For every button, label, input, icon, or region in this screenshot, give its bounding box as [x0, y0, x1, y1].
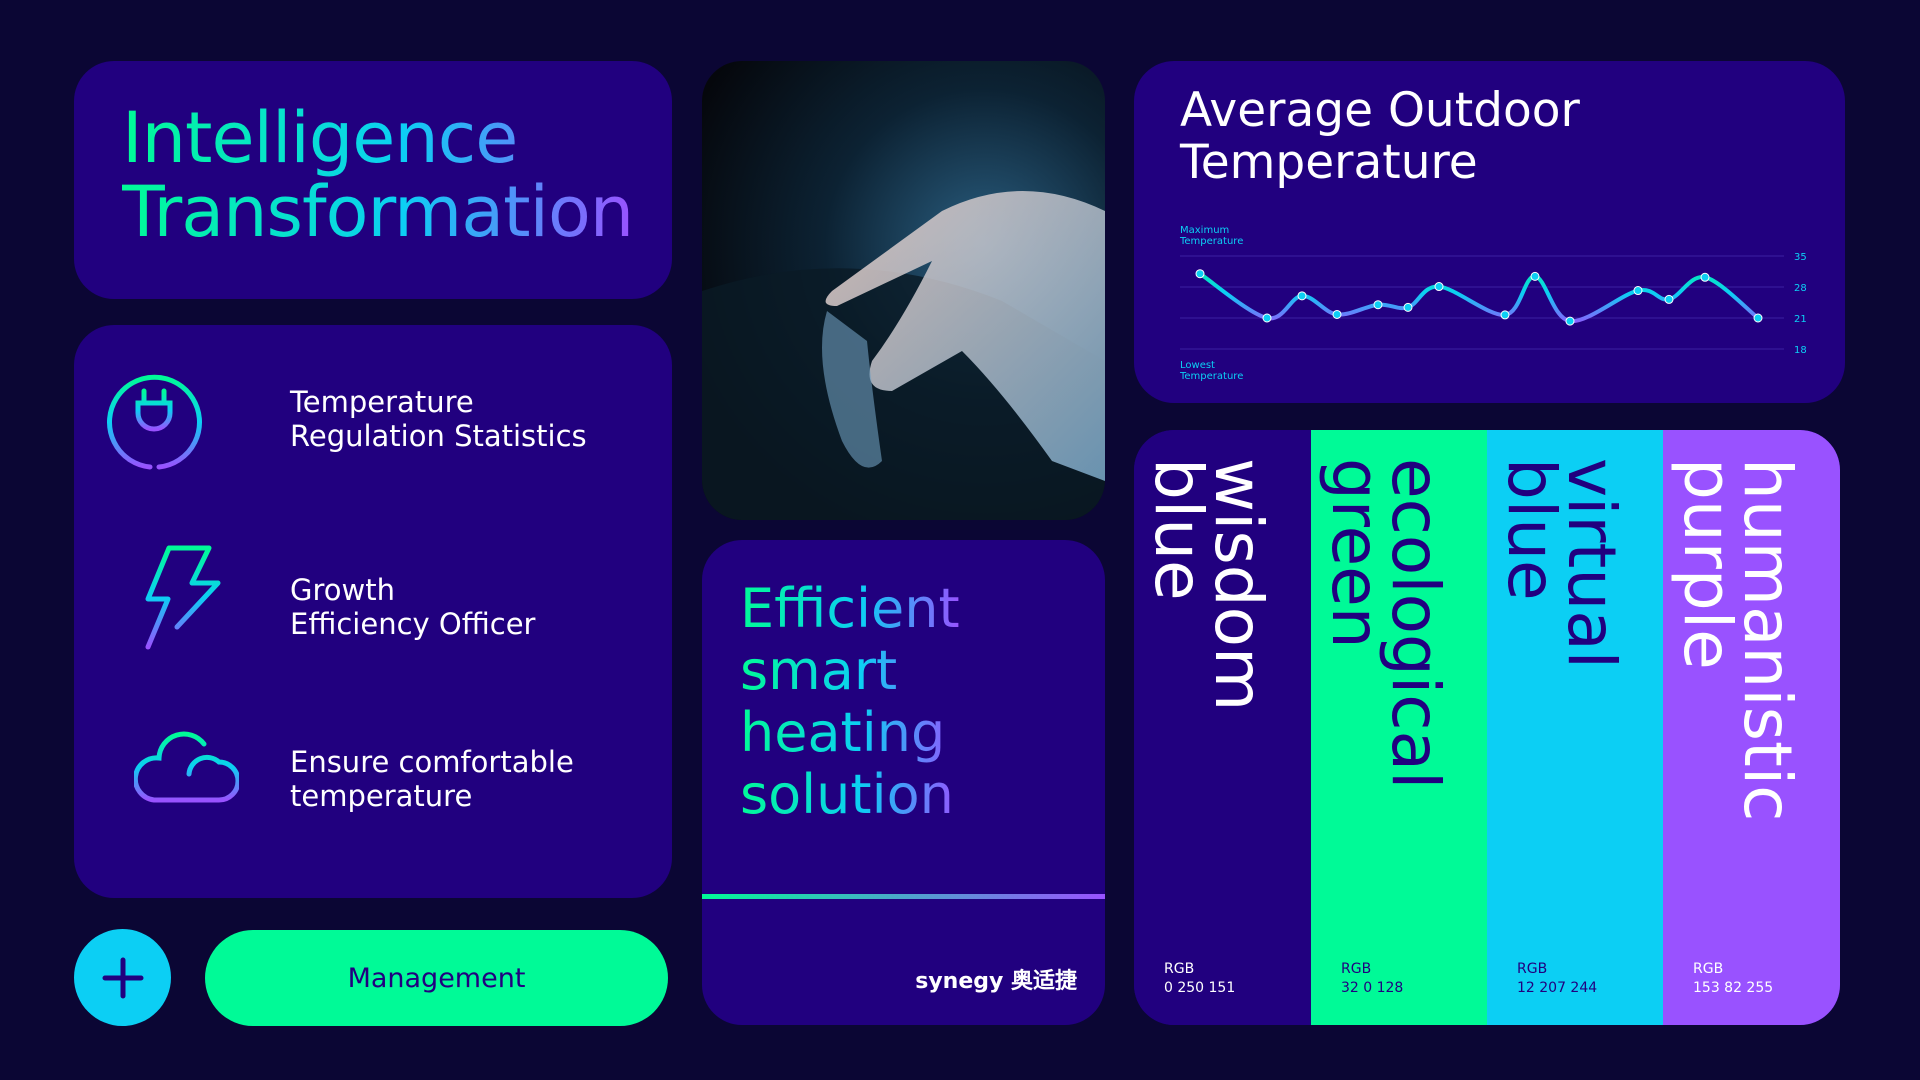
- data-point: [1297, 291, 1307, 301]
- swatch-name: ecological green: [1317, 458, 1454, 790]
- data-point: [1633, 286, 1643, 296]
- data-point: [1664, 294, 1674, 304]
- color-swatch: humanistic purple RGB 153 82 255: [1663, 430, 1840, 1025]
- y-tick-label: 21: [1794, 314, 1807, 325]
- features-card: Temperature Regulation Statistics Growth E…: [74, 325, 672, 898]
- data-point: [1500, 310, 1510, 320]
- solution-card: Efficient smart heating solution synegy 奥适捷: [702, 540, 1105, 1025]
- data-point: [1434, 282, 1444, 292]
- plug-icon: [107, 374, 202, 470]
- swatch-rgb: RGB 0 250 151: [1164, 961, 1236, 996]
- swatch-name: virtual blue: [1493, 458, 1630, 670]
- y-axis-label-max: Maximum Temperature: [1180, 225, 1244, 247]
- title-card: Intelligence Transformation: [74, 61, 672, 299]
- plus-icon: [102, 957, 143, 998]
- swatch-name: humanistic purple: [1669, 458, 1806, 822]
- color-swatch: virtual blue RGB 12 207 244: [1487, 430, 1663, 1025]
- color-swatch: wisdom blue RGB 0 250 151: [1134, 430, 1311, 1025]
- swatch-name: wisdom blue: [1140, 458, 1277, 712]
- color-palette-card: wisdom blue RGB 0 250 151 ecological green R…: [1134, 430, 1840, 1025]
- add-button[interactable]: [74, 929, 171, 1026]
- y-tick-label: 35: [1794, 252, 1807, 263]
- feature-label: Ensure comfortable temperature: [290, 745, 574, 813]
- swatch-rgb: RGB 12 207 244: [1517, 961, 1598, 996]
- feature-label: Growth Efficiency Officer: [290, 573, 536, 641]
- data-point: [1753, 313, 1763, 323]
- color-swatch: ecological green RGB 32 0 128: [1311, 430, 1487, 1025]
- temperature-series-line: [1198, 271, 1760, 324]
- data-point: [1262, 313, 1272, 323]
- data-point: [1373, 300, 1383, 310]
- feature-label: Temperature Regulation Statistics: [290, 385, 587, 453]
- data-point: [1332, 309, 1342, 319]
- lightning-icon: [145, 545, 221, 650]
- swatch-rgb: RGB 32 0 128: [1341, 961, 1404, 996]
- data-point: [1530, 271, 1540, 281]
- gradient-divider: [702, 894, 1105, 899]
- temperature-line-chart: 35 28 21 18: [1180, 252, 1807, 356]
- management-button[interactable]: Management: [205, 930, 668, 1026]
- data-point: [1700, 272, 1710, 282]
- hand-touching-screen-photo: [702, 61, 1105, 520]
- temperature-chart-card: Average Outdoor Temperature Maximum Temp…: [1134, 61, 1845, 403]
- data-point: [1403, 302, 1413, 312]
- swatch-rgb: RGB 153 82 255: [1693, 961, 1774, 996]
- data-point: [1565, 316, 1575, 326]
- solution-headline: Efficient smart heating solution: [740, 577, 960, 826]
- chart-title: Average Outdoor Temperature: [1180, 83, 1580, 190]
- cloud-icon: [134, 731, 239, 803]
- y-axis-label-min: Lowest Temperature: [1180, 360, 1244, 382]
- brand-logo: synegy 奥适捷: [915, 969, 1077, 994]
- page-title: Intelligence Transformation: [122, 97, 634, 253]
- y-tick-label: 28: [1794, 283, 1807, 294]
- y-tick-label: 18: [1794, 345, 1807, 356]
- data-point: [1195, 269, 1205, 279]
